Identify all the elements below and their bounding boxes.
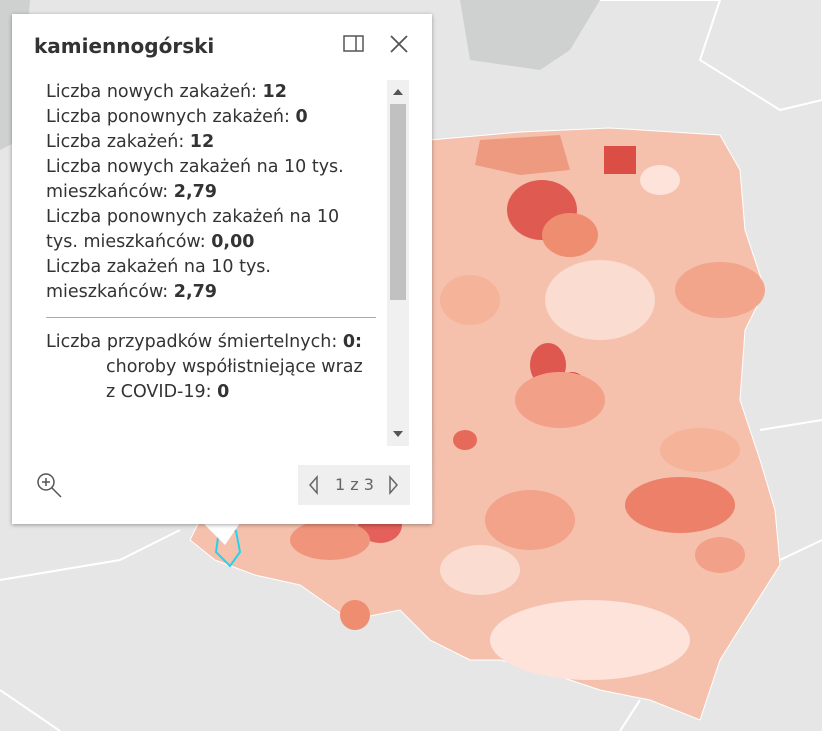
field-label: Liczba nowych zakażeń na 10 tys. mieszka… bbox=[46, 157, 344, 202]
popup-pointer bbox=[203, 523, 240, 545]
region bbox=[660, 428, 740, 472]
pager-text: 1 z 3 bbox=[335, 475, 374, 494]
scroll-thumb[interactable] bbox=[390, 104, 406, 300]
field-label: Liczba ponownych zakażeń na 10 tys. mies… bbox=[46, 207, 340, 252]
field-value: 12 bbox=[189, 132, 215, 152]
region bbox=[515, 372, 605, 428]
border bbox=[600, 0, 822, 112]
scrollbar[interactable] bbox=[387, 80, 409, 446]
region bbox=[640, 165, 680, 195]
popup-content: Liczba nowych zakażeń: 12 Liczba ponownyc… bbox=[46, 80, 376, 446]
field-value: 12 bbox=[262, 82, 287, 102]
region bbox=[440, 545, 520, 595]
field: Liczba zakażeń: 12 bbox=[46, 130, 376, 155]
field-value: 0 bbox=[217, 382, 230, 402]
region bbox=[490, 600, 690, 680]
close-button[interactable] bbox=[388, 33, 410, 55]
field-value: 0,00 bbox=[211, 232, 255, 252]
field: choroby współistniejące wraz z COVID-19:… bbox=[46, 355, 376, 405]
region bbox=[675, 262, 765, 318]
region bbox=[475, 135, 570, 175]
dock-button[interactable] bbox=[342, 34, 366, 54]
region bbox=[604, 146, 636, 174]
popup-title: kamiennogórski bbox=[34, 34, 215, 58]
region bbox=[290, 520, 370, 560]
field: Liczba przypadków śmiertelnych: 0: bbox=[46, 330, 376, 355]
separator bbox=[46, 317, 376, 318]
region bbox=[542, 213, 598, 257]
field-label: Liczba zakażeń: bbox=[46, 132, 185, 152]
field: Liczba zakażeń na 10 tys. mieszkańców: 2… bbox=[46, 255, 376, 305]
region bbox=[340, 600, 370, 630]
land bbox=[460, 0, 600, 70]
region bbox=[453, 430, 477, 450]
field: Liczba ponownych zakażeń: 0 bbox=[46, 105, 376, 130]
field-value: 0 bbox=[295, 107, 308, 127]
prev-button[interactable] bbox=[306, 475, 322, 495]
field-label: Liczba przypadków śmiertelnych: bbox=[46, 332, 338, 352]
field-value: 2,79 bbox=[173, 282, 217, 302]
field: Liczba nowych zakażeń: 12 bbox=[46, 80, 376, 105]
field-label: choroby współistniejące wraz z COVID-19: bbox=[106, 357, 363, 402]
region bbox=[695, 537, 745, 573]
border bbox=[0, 419, 822, 731]
region bbox=[545, 260, 655, 340]
field-label: Liczba zakażeń na 10 tys. mieszkańców: bbox=[46, 257, 271, 302]
region bbox=[485, 490, 575, 550]
region bbox=[625, 477, 735, 533]
pager: 1 z 3 bbox=[298, 465, 410, 505]
field-value: 2,79 bbox=[173, 182, 217, 202]
field-label: Liczba nowych zakażeń: bbox=[46, 82, 257, 102]
regions bbox=[290, 135, 765, 680]
field-label: Liczba ponownych zakażeń: bbox=[46, 107, 290, 127]
popup: kamiennogórski Liczba nowych zakażeń: 12… bbox=[12, 14, 432, 524]
field: Liczba nowych zakażeń na 10 tys. mieszka… bbox=[46, 155, 376, 205]
field: Liczba ponownych zakażeń na 10 tys. mies… bbox=[46, 205, 376, 255]
zoom-button[interactable] bbox=[36, 472, 64, 500]
field-value: 0: bbox=[342, 332, 362, 352]
region bbox=[440, 275, 500, 325]
next-button[interactable] bbox=[386, 475, 402, 495]
